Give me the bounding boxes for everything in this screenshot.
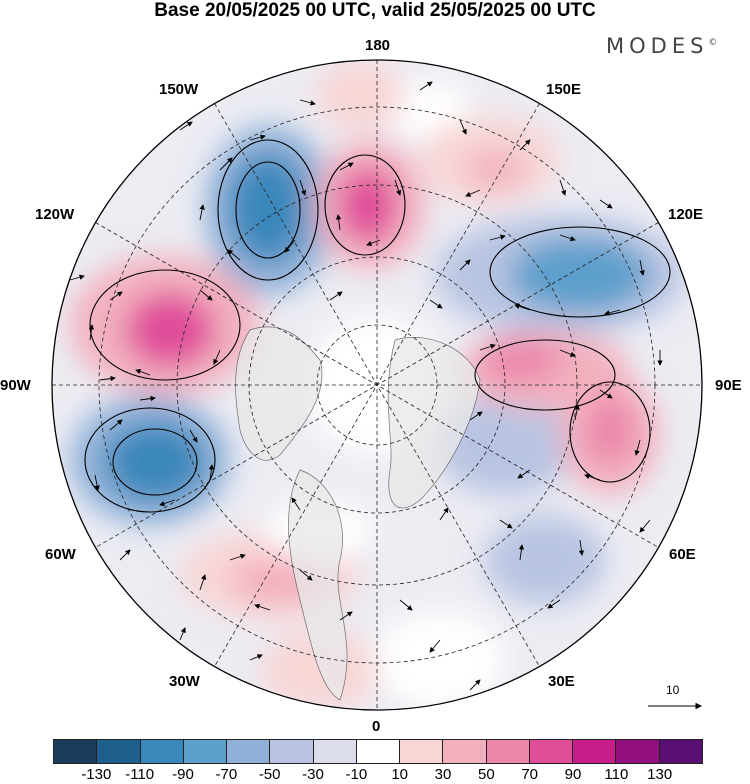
colorbar-tick-label: -130 (81, 766, 112, 783)
lon-label-60w: 60W (45, 546, 76, 563)
colorbar-cell (659, 740, 702, 763)
colorbar-cell (573, 740, 617, 763)
lon-label-150e: 150E (546, 81, 582, 98)
colorbar-cell (313, 740, 357, 763)
graticule (52, 60, 702, 710)
colorbar-cell (270, 740, 314, 763)
contours (84, 139, 671, 513)
colorbar-cell (443, 740, 487, 763)
colorbar-tick-label: 10 (391, 766, 408, 783)
colorbar-tick-label: 30 (434, 766, 452, 783)
colorbar-tick-label: -50 (258, 766, 281, 783)
colorbar-tick-label: 130 (647, 766, 673, 783)
colorbar-cell (140, 740, 184, 763)
colorbar-cell (97, 740, 141, 763)
lon-label-90w: 90W (0, 377, 31, 394)
colorbar-tick-label: -10 (345, 766, 368, 783)
colorbar-cell (54, 740, 98, 763)
colorbar-cell (227, 740, 271, 763)
map-border (51, 59, 703, 711)
copyright-mark: © (708, 38, 718, 48)
lon-label-30e: 30E (548, 673, 575, 690)
lon-label-0: 0 (372, 718, 381, 735)
lon-label-60e: 60E (669, 546, 696, 563)
wind-vectors (69, 81, 663, 691)
coastlines (235, 326, 481, 701)
modes-logo: MODES© (606, 34, 717, 58)
colorbar-cell (486, 740, 530, 763)
colorbar-tick-label: 70 (521, 766, 538, 783)
colorbar-tick-label: 110 (604, 766, 629, 783)
colorbar-tick-label: -70 (215, 766, 238, 783)
map-title: Base 20/05/2025 00 UTC, valid 25/05/2025… (154, 0, 596, 21)
colorbar-tick-label: -90 (172, 766, 194, 783)
lon-label-90e: 90E (715, 377, 742, 394)
colorbar-cell (529, 740, 574, 763)
lon-label-180: 180 (365, 37, 391, 54)
colorbar-cell (183, 740, 228, 763)
colorbar-tick-label: -110 (125, 766, 155, 783)
reference-vector-label: 10 (666, 683, 680, 697)
anomaly-shading (70, 60, 685, 710)
colorbar-tick-label: 50 (477, 766, 495, 783)
brand-name: MODES (606, 34, 709, 58)
colorbar-tick-label: 90 (564, 766, 582, 783)
colorbar-cell (356, 740, 401, 763)
colorbar-cell (400, 740, 444, 763)
lon-label-120e: 120E (668, 206, 704, 223)
lon-label-150w: 150W (159, 81, 199, 98)
colorbar-ticks: -130 -110 -90 -70 -50 -30 -10 10 30 50 70 90 110 130 (0, 766, 750, 784)
colorbar (53, 739, 703, 764)
colorbar-tick-label: -30 (302, 766, 324, 783)
lon-label-120w: 120W (35, 206, 75, 223)
colorbar-cell (616, 740, 660, 763)
lon-label-30w: 30W (169, 673, 200, 690)
